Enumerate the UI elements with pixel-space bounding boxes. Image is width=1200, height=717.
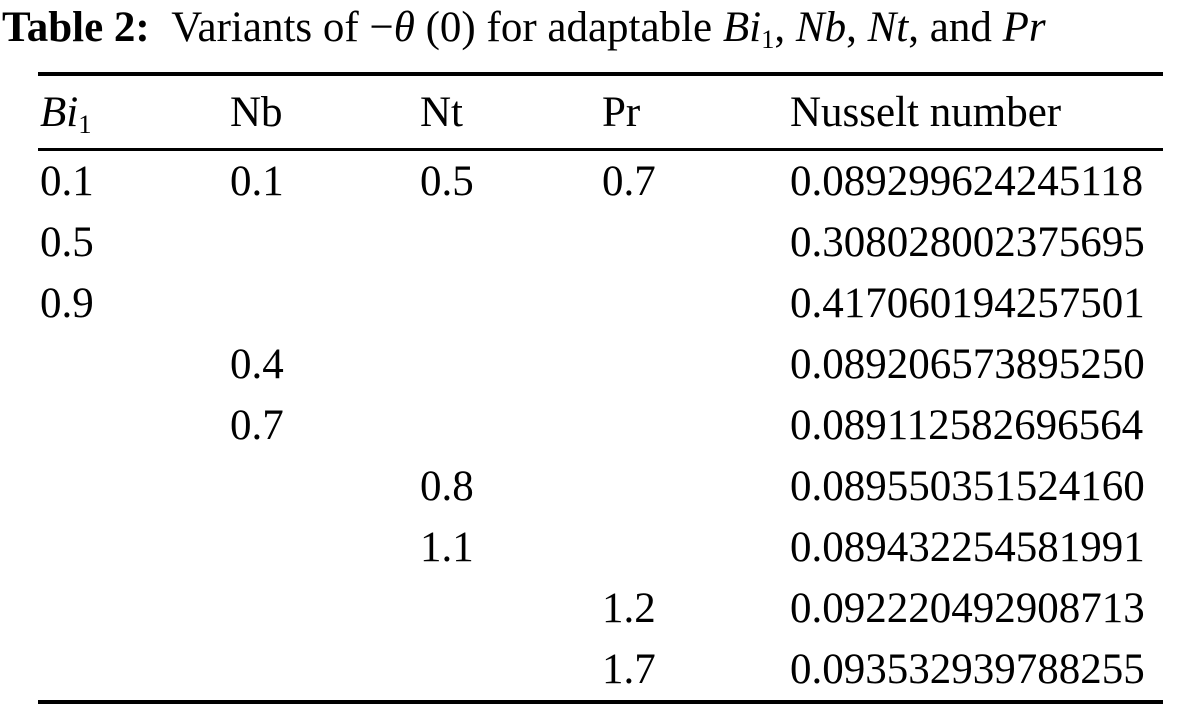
cell-nusselt: 0.089112582696564 — [790, 402, 1144, 449]
cell-nt — [418, 212, 600, 273]
caption-var-bi-subscript: 1 — [761, 24, 775, 55]
table-row: 0.7 0.089112582696564 — [38, 395, 1163, 456]
table-caption: Table 2: Variants of −θ (0) for adaptable… — [2, 0, 1046, 56]
cell-pr — [600, 517, 788, 578]
cell-pr: 0.7 — [602, 158, 656, 205]
cell-bi1 — [38, 578, 228, 639]
cell-nusselt: 0.089550351524160 — [790, 463, 1145, 510]
cell-nusselt: 0.308028002375695 — [790, 219, 1145, 266]
cell-nusselt: 0.417060194257501 — [790, 280, 1145, 327]
cell-nb — [228, 456, 418, 517]
cell-nusselt: 0.092220492908713 — [790, 585, 1145, 632]
cell-nb: 0.1 — [230, 158, 284, 205]
cell-nt — [418, 578, 600, 639]
caption-var-pr: Pr — [1002, 4, 1046, 51]
cell-bi1 — [38, 334, 228, 395]
cell-pr — [600, 395, 788, 456]
header-bi1-symbol: Bi — [40, 88, 79, 136]
cell-pr — [600, 456, 788, 517]
cell-nt — [418, 273, 600, 334]
table-row: 0.5 0.308028002375695 — [38, 212, 1163, 273]
cell-pr — [600, 273, 788, 334]
cell-bi1: 0.5 — [40, 219, 94, 266]
cell-nt — [418, 395, 600, 456]
cell-nusselt: 0.089299624245118 — [790, 158, 1144, 205]
table-row: 1.2 0.092220492908713 — [38, 578, 1163, 639]
header-bi1: Bi1 — [38, 74, 228, 151]
header-nt: Nt — [418, 74, 600, 151]
cell-nb — [228, 639, 418, 702]
cell-bi1 — [38, 395, 228, 456]
cell-nusselt: 0.093532939788255 — [790, 646, 1145, 693]
caption-var-bi: Bi — [722, 4, 762, 51]
table-row: 0.4 0.089206573895250 — [38, 334, 1163, 395]
cell-bi1 — [38, 517, 228, 578]
caption-text-mid: (0) for adaptable — [414, 4, 723, 51]
header-bi1-subscript: 1 — [78, 108, 92, 139]
caption-text-variants: Variants of − — [171, 4, 394, 51]
caption-theta-symbol: θ — [393, 4, 415, 51]
caption-separator-3: , and — [908, 4, 1003, 51]
cell-nb: 0.4 — [230, 341, 284, 388]
cell-bi1: 0.1 — [40, 158, 94, 205]
cell-nt: 1.1 — [420, 524, 474, 571]
header-row: Bi1 Nb Nt Pr Nusselt number — [38, 74, 1163, 151]
caption-separator-1: , — [774, 4, 796, 51]
cell-nt: 0.8 — [420, 463, 474, 510]
header-pr: Pr — [600, 74, 788, 151]
cell-bi1 — [38, 639, 228, 702]
cell-bi1: 0.9 — [40, 280, 94, 327]
header-nb: Nb — [228, 74, 418, 151]
cell-bi1 — [38, 456, 228, 517]
results-table: Bi1 Nb Nt Pr Nusselt number 0.1 0.1 0.5 … — [38, 72, 1163, 704]
cell-nusselt: 0.089206573895250 — [790, 341, 1145, 388]
caption-label: Table 2: — [2, 4, 150, 51]
cell-pr: 1.7 — [602, 646, 656, 693]
cell-nb — [228, 517, 418, 578]
table-row: 0.1 0.1 0.5 0.7 0.089299624245118 — [38, 150, 1163, 213]
cell-nt: 0.5 — [420, 158, 474, 205]
cell-nb: 0.7 — [230, 402, 284, 449]
cell-nt — [418, 334, 600, 395]
caption-var-nt: Nt — [867, 4, 909, 51]
header-nusselt-number: Nusselt number — [788, 74, 1163, 151]
cell-pr — [600, 212, 788, 273]
table-row: 1.1 0.089432254581991 — [38, 517, 1163, 578]
table-row: 0.9 0.417060194257501 — [38, 273, 1163, 334]
caption-separator-2: , — [846, 4, 868, 51]
table-row: 0.8 0.089550351524160 — [38, 456, 1163, 517]
cell-nb — [228, 273, 418, 334]
cell-pr: 1.2 — [602, 585, 656, 632]
table-row: 1.7 0.093532939788255 — [38, 639, 1163, 702]
cell-nb — [228, 212, 418, 273]
cell-pr — [600, 334, 788, 395]
caption-var-nb: Nb — [795, 4, 847, 51]
cell-nusselt: 0.089432254581991 — [790, 524, 1145, 571]
cell-nt — [418, 639, 600, 702]
cell-nb — [228, 578, 418, 639]
